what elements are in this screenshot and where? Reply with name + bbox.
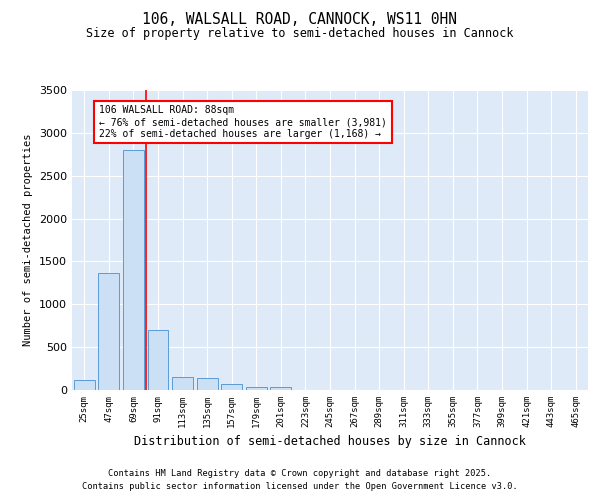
Bar <box>172 377 193 390</box>
Text: Contains public sector information licensed under the Open Government Licence v3: Contains public sector information licen… <box>82 482 518 491</box>
X-axis label: Distribution of semi-detached houses by size in Cannock: Distribution of semi-detached houses by … <box>134 436 526 448</box>
Text: 106 WALSALL ROAD: 88sqm
← 76% of semi-detached houses are smaller (3,981)
22% of: 106 WALSALL ROAD: 88sqm ← 76% of semi-de… <box>99 106 387 138</box>
Bar <box>197 378 218 390</box>
Bar <box>148 330 169 390</box>
Bar <box>74 380 95 390</box>
Bar <box>221 384 242 390</box>
Bar <box>246 386 267 390</box>
Bar <box>98 272 119 390</box>
Bar <box>271 388 292 390</box>
Text: Size of property relative to semi-detached houses in Cannock: Size of property relative to semi-detach… <box>86 28 514 40</box>
Text: 106, WALSALL ROAD, CANNOCK, WS11 0HN: 106, WALSALL ROAD, CANNOCK, WS11 0HN <box>143 12 458 28</box>
Y-axis label: Number of semi-detached properties: Number of semi-detached properties <box>23 134 34 346</box>
Text: Contains HM Land Registry data © Crown copyright and database right 2025.: Contains HM Land Registry data © Crown c… <box>109 468 491 477</box>
Bar <box>123 150 144 390</box>
